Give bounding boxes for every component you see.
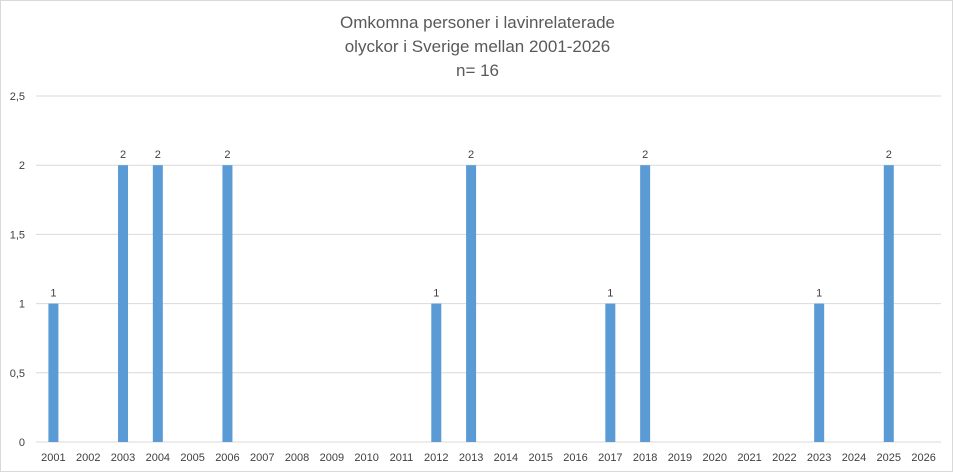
x-tick-label: 2002 xyxy=(76,452,100,464)
y-tick-label: 2 xyxy=(19,160,25,172)
y-tick-label: 1 xyxy=(19,299,25,311)
y-tick-label: 0 xyxy=(19,437,25,449)
x-tick-label: 2006 xyxy=(215,452,239,464)
data-label: 2 xyxy=(886,149,892,161)
y-tick-label: 2,5 xyxy=(10,91,25,103)
data-label: 2 xyxy=(224,149,230,161)
x-tick-label: 2018 xyxy=(633,452,657,464)
y-tick-label: 1,5 xyxy=(10,229,25,241)
x-tick-label: 2019 xyxy=(668,452,692,464)
x-tick-label: 2024 xyxy=(842,452,866,464)
bar xyxy=(152,165,163,442)
bar xyxy=(431,303,442,442)
data-label: 2 xyxy=(120,149,126,161)
x-tick-label: 2003 xyxy=(111,452,135,464)
bar xyxy=(118,165,129,442)
bar xyxy=(640,165,651,442)
bar xyxy=(883,165,894,442)
x-tick-label: 2008 xyxy=(285,452,309,464)
x-tick-label: 2005 xyxy=(180,452,204,464)
bar xyxy=(605,303,616,442)
x-tick-label: 2022 xyxy=(772,452,796,464)
data-label: 2 xyxy=(642,149,648,161)
chart-title-line-2: olyckor i Sverige mellan 2001-2026 xyxy=(344,37,611,56)
x-tick-label: 2017 xyxy=(598,452,622,464)
x-tick-label: 2004 xyxy=(146,452,170,464)
bar xyxy=(48,303,59,442)
chart-title-line-1: Omkomna personer i lavinrelaterade xyxy=(340,13,615,32)
x-tick-label: 2007 xyxy=(250,452,274,464)
x-tick-label: 2009 xyxy=(320,452,344,464)
data-label: 1 xyxy=(433,288,439,300)
bar xyxy=(814,303,825,442)
x-tick-label: 2014 xyxy=(494,452,518,464)
x-tick-label: 2012 xyxy=(424,452,448,464)
x-tick-label: 2015 xyxy=(528,452,552,464)
bar xyxy=(222,165,233,442)
x-tick-label: 2013 xyxy=(459,452,483,464)
x-tick-label: 2016 xyxy=(563,452,587,464)
data-label: 1 xyxy=(50,288,56,300)
data-label: 2 xyxy=(155,149,161,161)
x-tick-label: 2020 xyxy=(703,452,727,464)
y-tick-label: 0,5 xyxy=(10,368,25,380)
x-tick-label: 2026 xyxy=(911,452,935,464)
data-label: 2 xyxy=(468,149,474,161)
x-tick-label: 2023 xyxy=(807,452,831,464)
bar xyxy=(466,165,477,442)
data-label: 1 xyxy=(607,288,613,300)
data-label: 1 xyxy=(816,288,822,300)
x-tick-label: 2011 xyxy=(390,452,414,464)
x-tick-label: 2021 xyxy=(737,452,761,464)
chart-subtitle-n: n= 16 xyxy=(455,61,499,80)
x-tick-label: 2001 xyxy=(41,452,65,464)
x-tick-label: 2010 xyxy=(354,452,378,464)
x-tick-label: 2025 xyxy=(877,452,901,464)
